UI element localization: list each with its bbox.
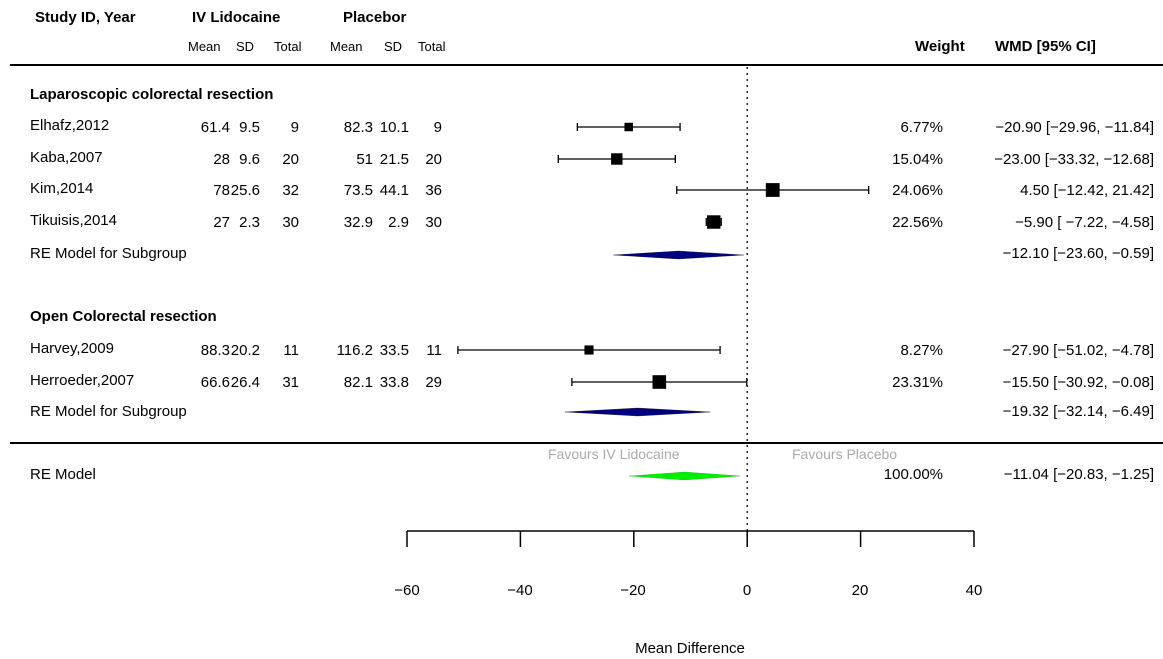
g2-mean: 82.1 xyxy=(343,374,373,391)
x-tick-label: −20 xyxy=(620,582,646,599)
g1-sd: 26.4 xyxy=(230,374,260,391)
x-tick-label: 0 xyxy=(742,582,752,599)
g1-total: 31 xyxy=(282,374,299,391)
g1-sd: 9.5 xyxy=(239,119,260,136)
study-name: Kim,2014 xyxy=(30,180,94,197)
g1-mean: 78 xyxy=(213,182,230,199)
study-effect-ci: −27.90 [−51.02, −4.78] xyxy=(1002,342,1154,359)
point-estimate xyxy=(611,153,623,165)
g2-total: 20 xyxy=(425,151,442,168)
g1-total: 32 xyxy=(282,182,299,199)
x-axis-label: Mean Difference xyxy=(635,640,745,657)
study-effect-ci: 4.50 [−12.42, 21.42] xyxy=(1020,182,1154,199)
subgroup-title: Open Colorectal resection xyxy=(30,308,217,325)
g2-mean-header: Mean xyxy=(330,39,363,54)
summary-diamond xyxy=(613,250,744,260)
summary-diamond xyxy=(564,407,711,417)
study-name: Kaba,2007 xyxy=(30,149,103,166)
g1-total: 20 xyxy=(282,151,299,168)
point-estimate xyxy=(707,215,721,229)
g1-mean: 28 xyxy=(213,151,230,168)
g1-mean: 66.6 xyxy=(200,374,230,391)
g2-mean: 116.2 xyxy=(336,342,373,359)
study-effect-ci: −20.90 [−29.96, −11.84] xyxy=(995,119,1154,136)
g1-total-header: Total xyxy=(274,39,302,54)
subgroup-summary-ci: −19.32 [−32.14, −6.49] xyxy=(1002,403,1154,420)
g2-mean: 32.9 xyxy=(343,214,373,231)
subgroup-summary-ci: −12.10 [−23.60, −0.59] xyxy=(1002,245,1154,262)
study-name: Elhafz,2012 xyxy=(30,117,110,134)
g1-mean: 88.3 xyxy=(200,342,230,359)
x-tick-label: −60 xyxy=(394,582,420,599)
g2-total: 30 xyxy=(425,214,442,231)
overall-summary-ci: −11.04 [−20.83, −1.25] xyxy=(1003,466,1154,483)
g2-mean: 73.5 xyxy=(343,182,373,199)
g2-total: 9 xyxy=(433,119,442,136)
study-name: Herroeder,2007 xyxy=(30,372,135,389)
study-weight: 8.27% xyxy=(900,342,943,359)
g2-mean: 51 xyxy=(356,151,373,168)
overall-diamond xyxy=(629,471,741,481)
g1-mean: 61.4 xyxy=(200,119,230,136)
favours-left-label: Favours IV Lidocaine xyxy=(548,446,680,462)
study-name: Tikuisis,2014 xyxy=(30,212,117,229)
header-rule xyxy=(10,64,1163,66)
g1-total: 9 xyxy=(290,119,299,136)
study-weight: 22.56% xyxy=(892,214,943,231)
point-estimate xyxy=(584,345,594,355)
g1-sd-header: SD xyxy=(236,39,255,54)
point-estimate xyxy=(652,375,667,389)
x-tick-label: 20 xyxy=(851,582,869,599)
subgroup-summary-label: RE Model for Subgroup xyxy=(30,245,187,262)
study-weight: 15.04% xyxy=(892,151,943,168)
subgroup-summary-label: RE Model for Subgroup xyxy=(30,403,187,420)
study-column-header: Study ID, Year xyxy=(35,9,136,26)
g1-mean-header: Mean xyxy=(188,39,221,54)
g2-sd: 2.9 xyxy=(388,214,409,231)
study-weight: 23.31% xyxy=(892,374,943,391)
study-weight: 24.06% xyxy=(892,182,943,199)
study-weight: 6.77% xyxy=(900,119,943,136)
g2-sd: 33.8 xyxy=(379,374,409,391)
study-name: Harvey,2009 xyxy=(30,340,114,357)
g2-sd: 33.5 xyxy=(379,342,409,359)
g2-sd-header: SD xyxy=(384,39,403,54)
g1-mean: 27 xyxy=(213,214,230,231)
g2-total-header: Total xyxy=(418,39,446,54)
g2-total: 11 xyxy=(426,342,442,359)
weight-column-header: Weight xyxy=(915,38,965,55)
g1-total: 11 xyxy=(283,342,299,359)
g1-total: 30 xyxy=(282,214,299,231)
g1-sd: 25.6 xyxy=(230,182,260,199)
g2-sd: 21.5 xyxy=(379,151,409,168)
g2-sd: 10.1 xyxy=(379,119,409,136)
overall-summary-label: RE Model xyxy=(30,466,96,483)
favours-right-label: Favours Placebo xyxy=(792,446,898,462)
point-estimate xyxy=(624,122,633,132)
study-effect-ci: −23.00 [−33.32, −12.68] xyxy=(994,151,1154,168)
x-tick-label: −40 xyxy=(507,582,533,599)
overall-rule xyxy=(10,442,1163,444)
study-effect-ci: −15.50 [−30.92, −0.08] xyxy=(1002,374,1154,391)
g2-sd: 44.1 xyxy=(379,182,409,199)
group1-header: IV Lidocaine xyxy=(192,9,281,26)
effect-column-header: WMD [95% CI] xyxy=(995,38,1096,55)
overall-weight: 100.00% xyxy=(883,466,943,483)
g1-sd: 9.6 xyxy=(239,151,260,168)
g2-total: 29 xyxy=(425,374,442,391)
g2-mean: 82.3 xyxy=(343,119,373,136)
g1-sd: 20.2 xyxy=(230,342,260,359)
g1-sd: 2.3 xyxy=(239,214,260,231)
subgroup-title: Laparoscopic colorectal resection xyxy=(30,86,274,103)
study-effect-ci: −5.90 [ −7.22, −4.58] xyxy=(1015,214,1154,231)
group2-header: Placebor xyxy=(343,9,407,26)
x-tick-label: 40 xyxy=(965,582,983,599)
point-estimate xyxy=(765,183,780,197)
g2-total: 36 xyxy=(425,182,442,199)
